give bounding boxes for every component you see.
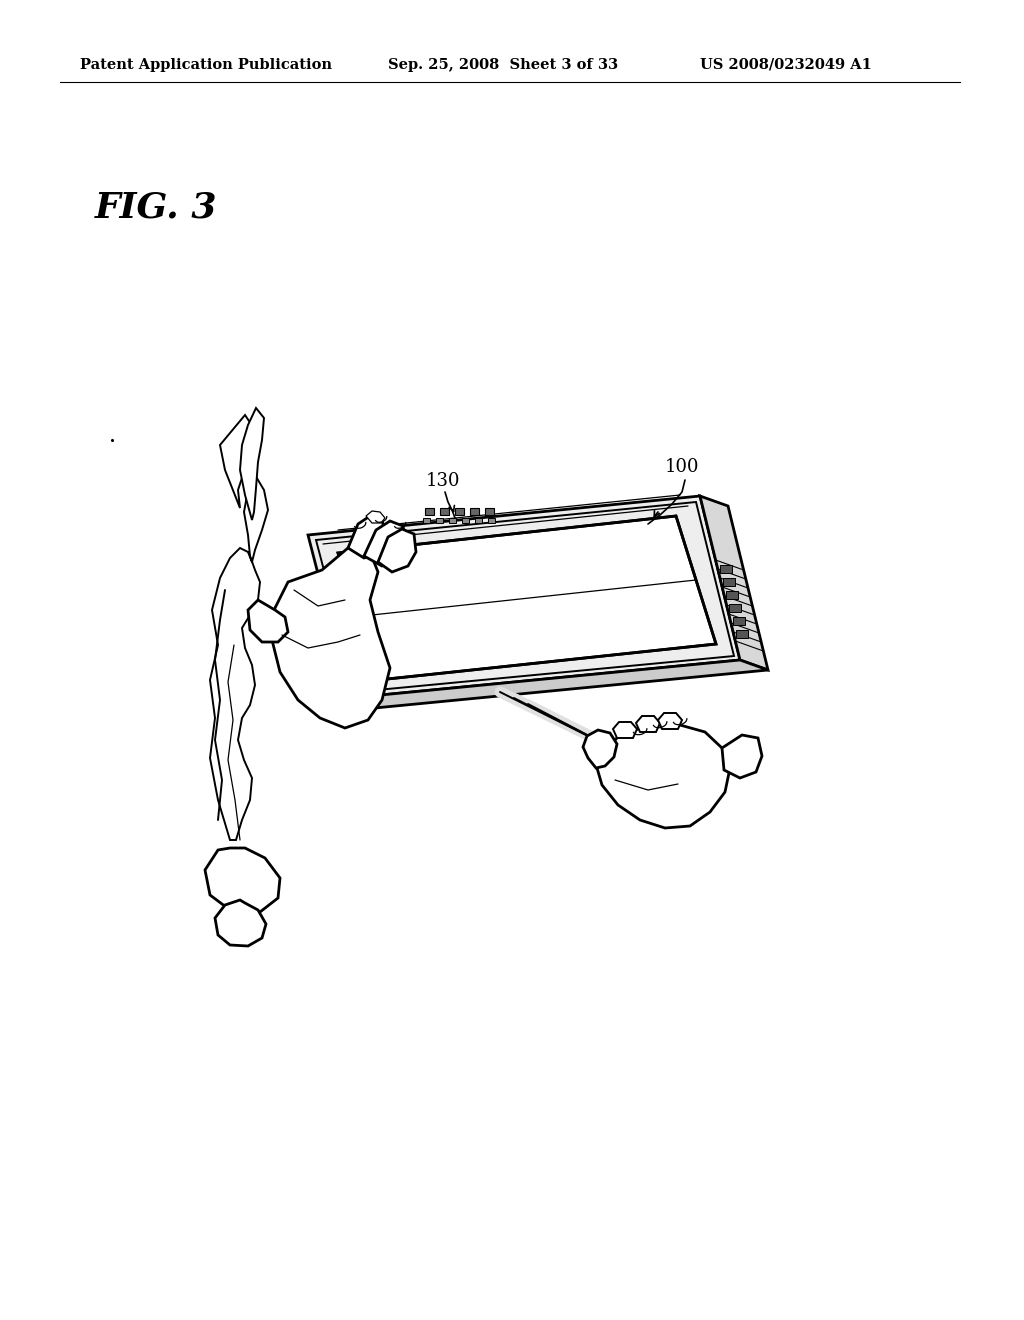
- Bar: [423, 517, 430, 523]
- Bar: [735, 630, 748, 638]
- Bar: [475, 517, 482, 523]
- Polygon shape: [700, 496, 768, 671]
- Polygon shape: [597, 725, 730, 828]
- Text: Patent Application Publication: Patent Application Publication: [80, 58, 332, 73]
- Polygon shape: [210, 475, 268, 840]
- Polygon shape: [308, 496, 740, 698]
- Polygon shape: [366, 511, 385, 523]
- Bar: [485, 508, 494, 515]
- Bar: [462, 517, 469, 523]
- Polygon shape: [272, 548, 390, 729]
- Polygon shape: [613, 722, 637, 738]
- Bar: [723, 578, 735, 586]
- Bar: [470, 508, 479, 515]
- Polygon shape: [350, 660, 768, 710]
- Polygon shape: [636, 715, 660, 733]
- Bar: [436, 517, 443, 523]
- Bar: [729, 605, 741, 612]
- Polygon shape: [722, 735, 762, 777]
- Polygon shape: [338, 516, 716, 680]
- Bar: [455, 508, 464, 515]
- Text: US 2008/0232049 A1: US 2008/0232049 A1: [700, 58, 871, 73]
- Bar: [449, 517, 456, 523]
- Bar: [425, 508, 434, 515]
- Bar: [726, 591, 738, 599]
- Bar: [440, 508, 449, 515]
- Polygon shape: [215, 900, 266, 946]
- Bar: [720, 565, 732, 573]
- Text: 130: 130: [426, 473, 461, 490]
- Polygon shape: [348, 516, 386, 558]
- Polygon shape: [220, 414, 255, 508]
- Polygon shape: [658, 713, 682, 729]
- Text: FIG. 3: FIG. 3: [95, 191, 217, 224]
- Text: Sep. 25, 2008  Sheet 3 of 33: Sep. 25, 2008 Sheet 3 of 33: [388, 58, 618, 73]
- Bar: [732, 616, 744, 624]
- Polygon shape: [205, 847, 280, 912]
- Polygon shape: [248, 601, 288, 642]
- Polygon shape: [378, 529, 416, 572]
- Bar: [488, 517, 495, 523]
- Polygon shape: [364, 521, 406, 566]
- Polygon shape: [583, 730, 617, 768]
- Text: 100: 100: [665, 458, 699, 477]
- Polygon shape: [240, 408, 264, 520]
